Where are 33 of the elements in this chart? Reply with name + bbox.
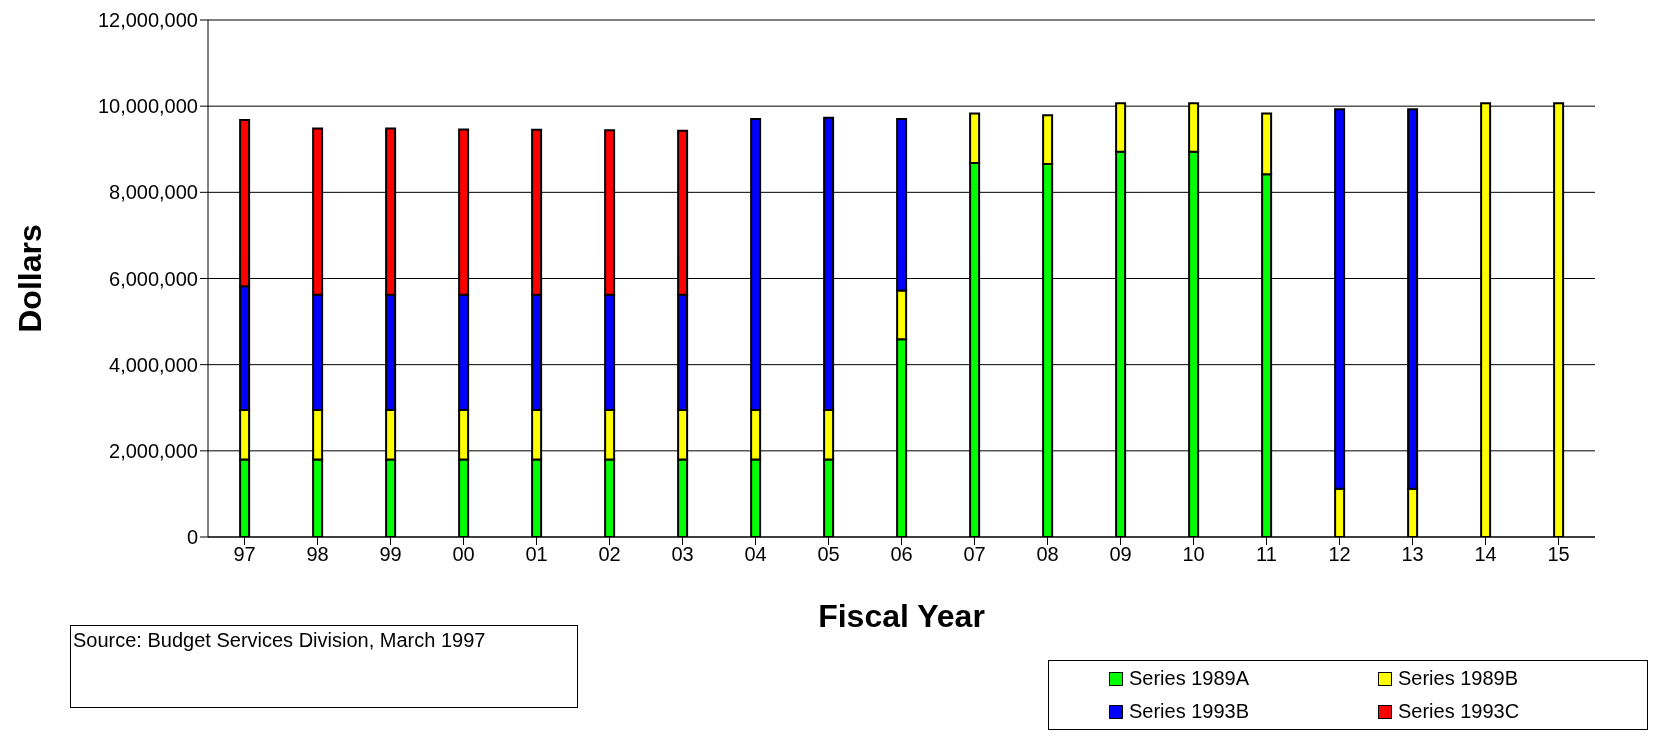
legend-label: Series 1989B [1398, 667, 1519, 690]
x-axis-title: Fiscal Year [818, 598, 985, 634]
legend-label: Series 1993C [1398, 700, 1520, 723]
legend-label: Series 1989A [1129, 667, 1250, 690]
y-tick-label: 4,000,000 [109, 353, 198, 376]
y-tick-label: 2,000,000 [109, 439, 198, 462]
y-tick-label: 0 [186, 526, 198, 549]
legend-label: Series 1993B [1129, 700, 1250, 723]
x-tick-label: 05 [817, 543, 840, 566]
x-tick-label: 08 [1036, 543, 1059, 566]
x-tick-label: 15 [1547, 543, 1570, 566]
x-tick-label: 07 [963, 543, 986, 566]
x-tick-label: 02 [598, 543, 621, 566]
source-note: Source: Budget Services Division, March 1997 [73, 629, 486, 651]
x-tick-label: 03 [671, 543, 694, 566]
x-tick-label: 11 [1256, 543, 1277, 566]
x-tick-label: 13 [1401, 543, 1424, 566]
x-tick-label: 98 [306, 543, 329, 566]
x-tick-label: 04 [744, 543, 767, 566]
x-tick-label: 99 [379, 543, 402, 566]
x-tick-label: 14 [1474, 543, 1497, 566]
x-tick-label: 97 [233, 543, 256, 566]
x-tick-label: 10 [1182, 543, 1205, 566]
y-tick-label: 6,000,000 [109, 267, 198, 290]
x-tick-label: 00 [452, 543, 475, 566]
x-tick-label: 06 [890, 543, 913, 566]
x-tick-label: 12 [1328, 543, 1351, 566]
y-axis-title: Dollars [12, 224, 49, 333]
y-tick-label: 8,000,000 [109, 181, 198, 204]
y-tick-label: 10,000,000 [97, 95, 198, 118]
x-tick-label: 09 [1109, 543, 1132, 566]
y-tick-label: 12,000,000 [97, 9, 198, 32]
x-tick-label: 01 [525, 543, 548, 566]
